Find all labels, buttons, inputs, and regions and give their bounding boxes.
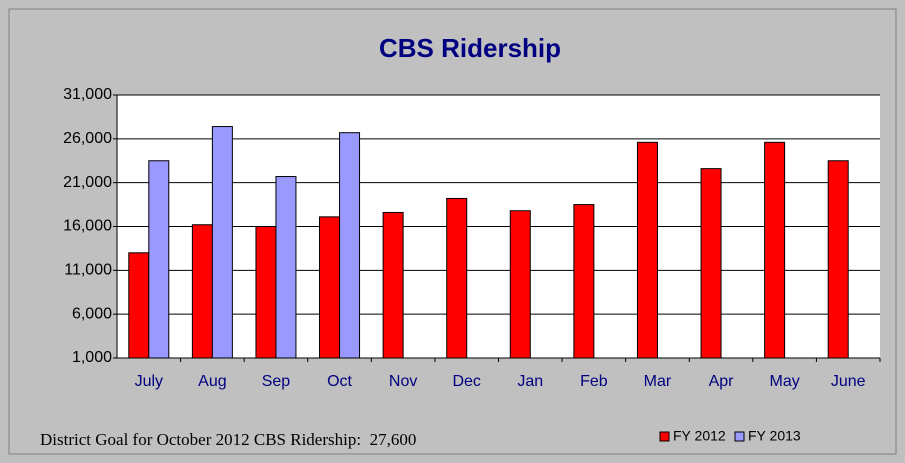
- x-tick-label: Mar: [644, 373, 672, 390]
- chart-title: CBS Ridership: [379, 33, 561, 63]
- x-tick-label: July: [135, 373, 163, 390]
- bar: [191, 224, 213, 359]
- bar: [211, 126, 233, 359]
- x-tick-label: Oct: [327, 373, 352, 390]
- bar: [339, 132, 361, 359]
- x-tick-label: Aug: [198, 373, 226, 390]
- bar: [509, 210, 531, 359]
- x-tick-label: Sep: [262, 373, 291, 390]
- bar: [573, 204, 595, 359]
- bar: [275, 176, 297, 359]
- y-tick-label: 26,000: [63, 130, 112, 147]
- y-tick-label: 6,000: [72, 305, 112, 322]
- bar: [827, 160, 849, 359]
- y-tick-label: 11,000: [64, 262, 112, 279]
- bar: [128, 252, 150, 359]
- bar: [319, 216, 341, 359]
- bar: [764, 141, 786, 359]
- x-tick-label: Apr: [709, 373, 735, 390]
- bar: [148, 160, 170, 359]
- y-tick-label: 31,000: [63, 86, 112, 103]
- bar: [382, 211, 404, 359]
- bar: [255, 226, 277, 359]
- x-tick-label: May: [770, 373, 800, 390]
- y-tick-label: 16,000: [63, 218, 112, 235]
- y-tick-label: 21,000: [63, 174, 112, 191]
- annotation: District Goal for October 2012 CBS Rider…: [40, 430, 416, 449]
- bar: [700, 168, 722, 359]
- y-tick-label: 1,000: [72, 349, 112, 366]
- legend-swatch: [734, 431, 745, 442]
- x-tick-label: June: [831, 373, 866, 390]
- x-tick-label: Nov: [389, 373, 417, 390]
- legend-label: FY 2012: [673, 428, 726, 444]
- bar: [446, 197, 468, 359]
- legend-swatch: [659, 431, 670, 442]
- bar: [636, 141, 658, 359]
- x-tick-label: Feb: [580, 373, 608, 390]
- legend-label: FY 2013: [748, 428, 801, 444]
- x-tick-label: Jan: [517, 373, 543, 390]
- x-tick-label: Dec: [452, 373, 480, 390]
